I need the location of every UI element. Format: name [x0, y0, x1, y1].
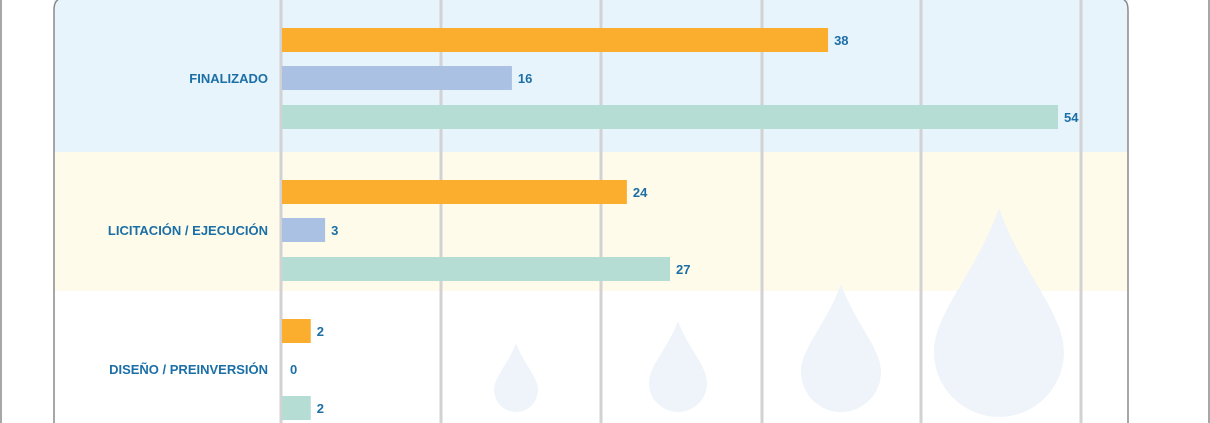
gridlines [279, 0, 1083, 423]
value-label: 24 [633, 185, 648, 200]
bars [282, 28, 1058, 420]
value-label: 0 [290, 362, 297, 377]
bar-finalizado-series-2 [282, 66, 512, 90]
gridline [439, 0, 443, 423]
gridline [1079, 0, 1083, 423]
value-label: 54 [1064, 110, 1079, 125]
bar-finalizado-series-3 [282, 105, 1058, 129]
gridline [599, 0, 603, 423]
value-label: 38 [834, 33, 848, 48]
bar-licitacion-ejecucion-series-3 [282, 257, 670, 281]
value-label: 16 [518, 71, 532, 86]
value-label: 2 [317, 401, 324, 416]
gridline [279, 0, 283, 423]
gridline [919, 0, 923, 423]
bar-licitacion-ejecucion-series-2 [282, 218, 326, 242]
value-label: 27 [676, 262, 690, 277]
water-drop-decorations [494, 208, 1064, 417]
water-drop-icon [649, 321, 707, 412]
water-drop-icon [934, 208, 1064, 417]
category-label-licitacion-ejecucion: LICITACIÓN / EJECUCIÓN [108, 223, 268, 238]
category-label-diseno-preinversion: DISEÑO / PREINVERSIÓN [109, 362, 268, 377]
gridline [760, 0, 764, 423]
value-label: 2 [317, 324, 324, 339]
bar-finalizado-series-1 [282, 28, 829, 52]
bar-licitacion-ejecucion-series-1 [282, 180, 627, 204]
bar-diseno-preinversion-series-3 [282, 396, 311, 420]
value-labels: 38 16 54 24 3 27 2 0 2 [290, 33, 1079, 416]
water-drop-icon [801, 284, 881, 412]
category-labels: FINALIZADO LICITACIÓN / EJECUCIÓN DISEÑO /… [108, 71, 268, 377]
value-label: 3 [331, 223, 338, 238]
bar-diseno-preinversion-series-1 [282, 319, 311, 343]
water-drop-icon [494, 343, 538, 412]
category-label-finalizado: FINALIZADO [189, 71, 268, 86]
